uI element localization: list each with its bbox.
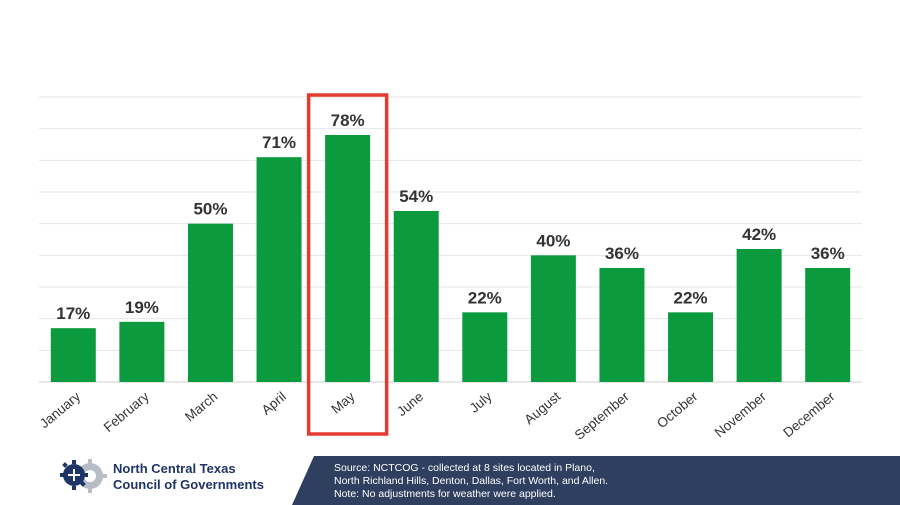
value-label-january: 17% <box>56 304 90 323</box>
value-label-april: 71% <box>262 133 296 152</box>
bar-april <box>256 157 302 382</box>
x-tick-label-march: March <box>182 389 220 425</box>
bar-september <box>599 268 645 382</box>
value-label-may: 78% <box>331 111 365 130</box>
footer-source-line2: North Richland Hills, Denton, Dallas, Fo… <box>334 475 609 487</box>
organization-name-line2: Council of Governments <box>113 477 264 492</box>
x-tick-label-october: October <box>654 388 701 431</box>
gridlines <box>39 96 862 383</box>
x-tick-label-november: November <box>712 388 770 440</box>
x-tick-label-september: September <box>572 388 633 442</box>
x-tick-label-july: July <box>467 389 495 416</box>
highlight-box <box>306 93 389 436</box>
footer-note-line: Note: No adjustments for weather were ap… <box>334 488 556 500</box>
value-label-june: 54% <box>399 187 433 206</box>
bar-june <box>393 211 439 382</box>
value-label-july: 22% <box>468 288 502 307</box>
footer-source-line1: Source: NCTCOG - collected at 8 sites lo… <box>334 462 595 474</box>
bar-november <box>736 249 782 382</box>
x-tick-label-august: August <box>521 389 563 428</box>
value-label-november: 42% <box>742 225 776 244</box>
x-tick-label-april: April <box>259 389 289 418</box>
bar-may <box>325 135 371 382</box>
value-label-december: 36% <box>811 244 845 263</box>
organization-name-line1: North Central Texas <box>113 461 236 476</box>
bar-july <box>462 312 508 382</box>
organization-logo <box>60 458 108 494</box>
bar-chart: 17% 19% 50% 71% 78% 54% 22% 40% 36% 22% 42% 36% Jan… <box>37 93 862 443</box>
x-tick-label-january: January <box>37 389 84 432</box>
nctcog-gear-logo-icon <box>60 459 107 493</box>
x-tick-label-june: June <box>394 389 426 419</box>
bar-february <box>119 321 165 382</box>
value-labels-group: 17% 19% 50% 71% 78% 54% 22% 40% 36% 22% 42% 36% <box>56 111 844 323</box>
x-tick-label-may: May <box>328 389 357 417</box>
value-label-september: 36% <box>605 244 639 263</box>
x-tick-label-february: February <box>101 389 152 435</box>
bar-december <box>805 268 851 382</box>
source-footer-bar <box>292 456 900 505</box>
value-label-october: 22% <box>674 288 708 307</box>
bar-january <box>50 328 96 382</box>
value-label-august: 40% <box>536 231 570 250</box>
bar-october <box>668 312 714 382</box>
bar-march <box>187 223 233 382</box>
bars-group <box>50 135 851 382</box>
bar-august <box>530 255 576 382</box>
value-label-march: 50% <box>193 200 227 219</box>
x-tick-labels-group: January February March April May June July Augu… <box>37 388 838 442</box>
value-label-february: 19% <box>125 298 159 317</box>
x-tick-label-december: December <box>780 388 838 440</box>
